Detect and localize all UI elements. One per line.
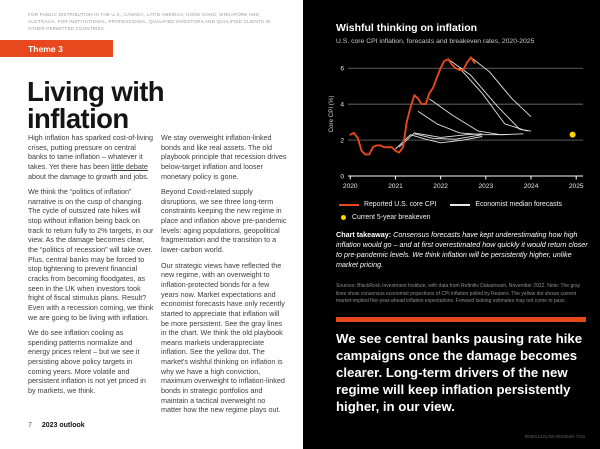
svg-text:6: 6 xyxy=(340,65,344,72)
theme-badge-label: Theme 3 xyxy=(28,43,63,54)
distribution-disclaimer: FOR PUBLIC DISTRIBUTION IN THE U.S., CAN… xyxy=(28,12,271,32)
little-debate-link[interactable]: little debate xyxy=(111,161,148,171)
svg-text:2020: 2020 xyxy=(343,183,358,190)
chart-legend: Reported U.S. core CPI Economist median … xyxy=(339,201,589,227)
sources-note: Sources: BlackRock Investment Institute,… xyxy=(336,283,581,304)
svg-text:2023: 2023 xyxy=(479,183,494,190)
legend-label: Economist median forecasts xyxy=(475,201,562,208)
legend-item-reported-cpi: Reported U.S. core CPI xyxy=(339,201,436,208)
page-title: Living with inflation xyxy=(27,76,165,135)
paragraph: Beyond Covid-related supply disruptions,… xyxy=(161,187,287,255)
cpi-chart-svg: 2020 2021 2022 2023 2024 2025 0 2 4 6 Core CPI (%) xyxy=(328,56,584,190)
body-column-2: We stay overweight inflation-linked bond… xyxy=(161,133,287,421)
svg-text:Core CPI (%): Core CPI (%) xyxy=(328,96,335,133)
paragraph-text: High inflation has sparked cost-of-livin… xyxy=(28,133,154,171)
paragraph: We stay overweight inflation-linked bond… xyxy=(161,133,287,181)
svg-text:2024: 2024 xyxy=(524,183,539,190)
svg-text:2022: 2022 xyxy=(433,183,448,190)
yellow-dot-swatch-icon xyxy=(341,215,346,220)
legend-label: Current 5-year breakeven xyxy=(352,214,431,221)
legend-row: Current 5-year breakeven xyxy=(339,214,589,221)
legend-label: Reported U.S. core CPI xyxy=(364,201,437,208)
chart-takeaway: Chart takeaway: Consensus forecasts have… xyxy=(336,230,588,270)
body-columns: High inflation has sparked cost-of-livin… xyxy=(28,133,287,421)
red-line-swatch-icon xyxy=(339,203,359,206)
body-column-1: High inflation has sparked cost-of-livin… xyxy=(28,133,154,421)
document-title: 2023 outlook xyxy=(41,422,85,429)
chart-title: Wishful thinking on inflation xyxy=(336,22,478,34)
white-line-swatch-icon xyxy=(450,203,471,206)
takeaway-label: Chart takeaway: xyxy=(336,230,392,239)
svg-text:0: 0 xyxy=(340,173,344,180)
takeaway-text: Consensus forecasts have kept underestim… xyxy=(336,230,588,270)
compliance-code: BIIM1122U/M-2602845-7/16 xyxy=(524,435,585,440)
page-number: 7 xyxy=(28,422,32,429)
article-panel: FOR PUBLIC DISTRIBUTION IN THE U.S., CAN… xyxy=(0,12,287,429)
paragraph: We think the “politics of inflation” nar… xyxy=(28,187,154,322)
paragraph: We do see inflation cooling as spending … xyxy=(28,328,146,396)
theme-badge: Theme 3 xyxy=(0,40,113,57)
paragraph: Our strategic views have reflected the n… xyxy=(161,260,285,415)
legend-row: Reported U.S. core CPI Economist median … xyxy=(339,201,589,208)
legend-item-breakeven: Current 5-year breakeven xyxy=(339,214,431,221)
paragraph-text: about the damage to growth and jobs. xyxy=(28,171,149,181)
paragraph: High inflation has sparked cost-of-livin… xyxy=(28,133,154,181)
chart-panel: Wishful thinking on inflation U.S. core … xyxy=(303,0,600,449)
svg-text:2025: 2025 xyxy=(569,183,584,190)
svg-text:2021: 2021 xyxy=(388,183,403,190)
svg-text:2: 2 xyxy=(340,137,344,144)
page-footer: 7 2023 outlook xyxy=(28,422,85,429)
chart-subtitle: U.S. core CPI inflation, forecasts and b… xyxy=(336,38,535,45)
orange-divider xyxy=(336,317,586,322)
callout-statement: We see central banks pausing rate hike c… xyxy=(336,331,583,414)
svg-text:4: 4 xyxy=(340,101,344,108)
legend-item-economist-forecasts: Economist median forecasts xyxy=(450,201,562,208)
